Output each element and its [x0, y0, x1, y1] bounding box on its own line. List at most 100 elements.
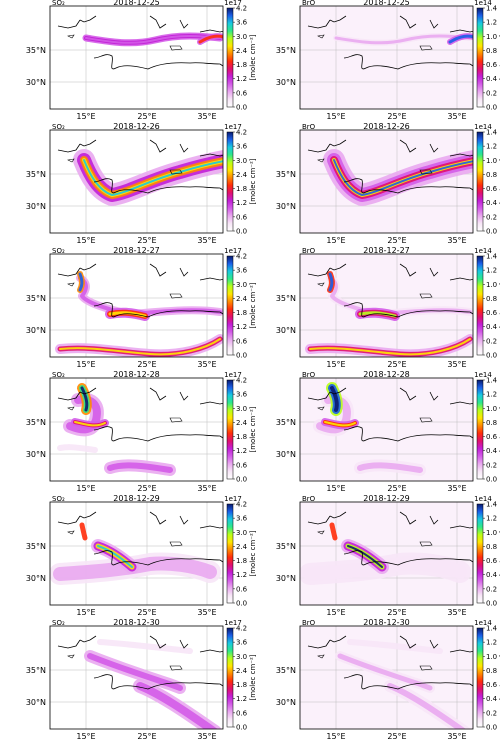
- colorbar: [476, 255, 484, 356]
- y-tick-label: 35°N: [26, 418, 46, 427]
- species-label: SO₂: [52, 0, 65, 7]
- colorbar-exponent: 1e14: [474, 247, 492, 255]
- y-tick-label: 35°N: [276, 294, 296, 303]
- colorbar-tick-label: 4.2: [236, 5, 247, 13]
- colorbar-tick-label: 0.0: [486, 228, 497, 236]
- islands: [67, 654, 183, 671]
- colorbar-exponent: 1e17: [224, 123, 242, 131]
- colorbar-tick-label: 0.0: [236, 476, 247, 484]
- colorbar-tick-label: 0.8: [486, 543, 497, 551]
- colorbar-tick-label: 0.6: [236, 461, 248, 469]
- x-tick-label: 35°E: [447, 484, 466, 493]
- colorbar-tick-label: 0.4: [486, 571, 498, 579]
- colorbar-tick-label: 3.6: [236, 639, 248, 647]
- colorbar-tick-label: 1.2: [486, 391, 497, 399]
- colorbar-tick-label: 0.0: [486, 724, 497, 732]
- colorbar-tick-label: 2.4: [236, 667, 248, 675]
- x-tick-label: 35°E: [197, 608, 216, 617]
- map-panel: BrO 2018-12-29 35°N 30°N 15°E 25°E 35°E 1e14 1.4…: [250, 494, 500, 620]
- colorbar-exponent: 1e14: [474, 495, 492, 503]
- map-background: [50, 254, 223, 357]
- coastline: [57, 263, 223, 318]
- y-tick-label: 35°N: [276, 170, 296, 179]
- coastline: [307, 15, 473, 70]
- coastline: [307, 387, 473, 442]
- colorbar-tick-label: 1.4: [486, 5, 498, 13]
- colorbar-tick-label: 1.2: [236, 75, 247, 83]
- species-label: SO₂: [52, 619, 65, 627]
- x-tick-label: 35°E: [197, 732, 216, 741]
- panel-date: 2018-12-25: [363, 0, 410, 7]
- colorbar-tick-label: 0.4: [486, 695, 498, 703]
- islands: [67, 282, 183, 299]
- colorbar-exponent: 1e14: [474, 619, 492, 627]
- map-frame: [49, 129, 224, 234]
- x-tick-label: 35°E: [447, 236, 466, 245]
- map-frame: [299, 377, 474, 482]
- x-tick-label: 15°E: [326, 236, 345, 245]
- y-tick-label: 30°N: [26, 326, 46, 335]
- plume-band: [198, 34, 223, 44]
- y-tick-label: 35°N: [26, 294, 46, 303]
- colorbar: [226, 627, 234, 728]
- map-frame: [49, 501, 224, 606]
- colorbar: [226, 379, 234, 480]
- plume-band: [347, 639, 443, 654]
- colorbar-tick-label: 0.4: [486, 75, 498, 83]
- x-tick-label: 15°E: [326, 484, 345, 493]
- islands: [317, 34, 433, 51]
- panel-date: 2018-12-30: [363, 618, 410, 627]
- colorbar-tick-label: 1.0: [486, 33, 497, 41]
- map-frame: [299, 625, 474, 730]
- x-tick-label: 25°E: [137, 360, 156, 369]
- map-panel: BrO 2018-12-27 35°N 30°N 15°E 25°E 35°E 1e14 1.4…: [250, 246, 500, 372]
- islands: [67, 406, 183, 423]
- y-tick-label: 30°N: [26, 202, 46, 211]
- colorbar-tick-label: 0.0: [236, 104, 247, 112]
- map-chart: SO₂ 2018-12-25 35°N 30°N 15°E 25°E 35°E 1e174.2…: [26, 0, 257, 121]
- plume-band: [107, 462, 173, 473]
- colorbar-exponent: 1e14: [474, 371, 492, 379]
- plume-band: [79, 522, 88, 541]
- x-tick-label: 35°E: [447, 360, 466, 369]
- colorbar-tick-label: 1.4: [486, 625, 498, 633]
- y-tick-label: 30°N: [276, 202, 296, 211]
- species-label: SO₂: [52, 495, 65, 503]
- colorbar-tick-label: 1.8: [236, 61, 247, 69]
- plume-band: [97, 639, 193, 654]
- colorbar-tick-label: 0.6: [486, 433, 498, 441]
- map-panel: SO₂ 2018-12-28 35°N 30°N 15°E 25°E 35°E 1e17 4.2…: [0, 370, 257, 496]
- panel-date: 2018-12-26: [113, 122, 160, 131]
- colorbar-tick-label: 1.0: [486, 653, 497, 661]
- x-tick-label: 35°E: [197, 360, 216, 369]
- plume-band: [328, 272, 334, 292]
- y-tick-label: 30°N: [26, 450, 46, 459]
- map-panel: BrO 2018-12-28 35°N 30°N 15°E 25°E 35°E 1e14 1.4…: [250, 370, 500, 496]
- map-background: [50, 502, 223, 605]
- x-tick-label: 15°E: [326, 112, 345, 121]
- colorbar-tick-label: 3.6: [236, 143, 248, 151]
- colorbar-tick-label: 1.4: [486, 253, 498, 261]
- species-label: BrO: [302, 247, 316, 255]
- colorbar-tick-label: 0.2: [486, 585, 497, 593]
- colorbar-tick-label: 3.0: [236, 281, 247, 289]
- x-tick-label: 15°E: [326, 608, 345, 617]
- colorbar-tick-label: 0.6: [236, 585, 248, 593]
- map-panel: SO₂ 2018-12-27 35°N 30°N 15°E 25°E 35°E 1e17 4.2…: [0, 246, 257, 372]
- y-tick-label: 35°N: [26, 666, 46, 675]
- colorbar-tick-label: 0.6: [236, 709, 248, 717]
- colorbar-tick-label: 3.0: [236, 33, 247, 41]
- species-label: BrO: [302, 495, 316, 503]
- panel-date: 2018-12-26: [363, 122, 410, 131]
- colorbar-tick-label: 0.0: [486, 476, 497, 484]
- map-panel: SO₂ 2018-12-25 35°N 30°N 15°E 25°E 35°E 1e17 4.2…: [0, 0, 257, 124]
- y-tick-label: 30°N: [276, 450, 296, 459]
- species-label: BrO: [302, 123, 316, 131]
- colorbar-tick-label: 3.0: [236, 157, 247, 165]
- plume-band: [324, 421, 356, 427]
- coastline: [307, 635, 473, 690]
- map-chart: SO₂ 2018-12-30 35°N 30°N 15°E 25°E 35°E 1e174.2…: [26, 618, 257, 741]
- x-tick-label: 15°E: [76, 608, 95, 617]
- map-chart: BrO 2018-12-27 35°N 30°N 15°E 25°E 35°E 1e141.4…: [276, 246, 500, 369]
- colorbar-tick-label: 1.0: [486, 281, 497, 289]
